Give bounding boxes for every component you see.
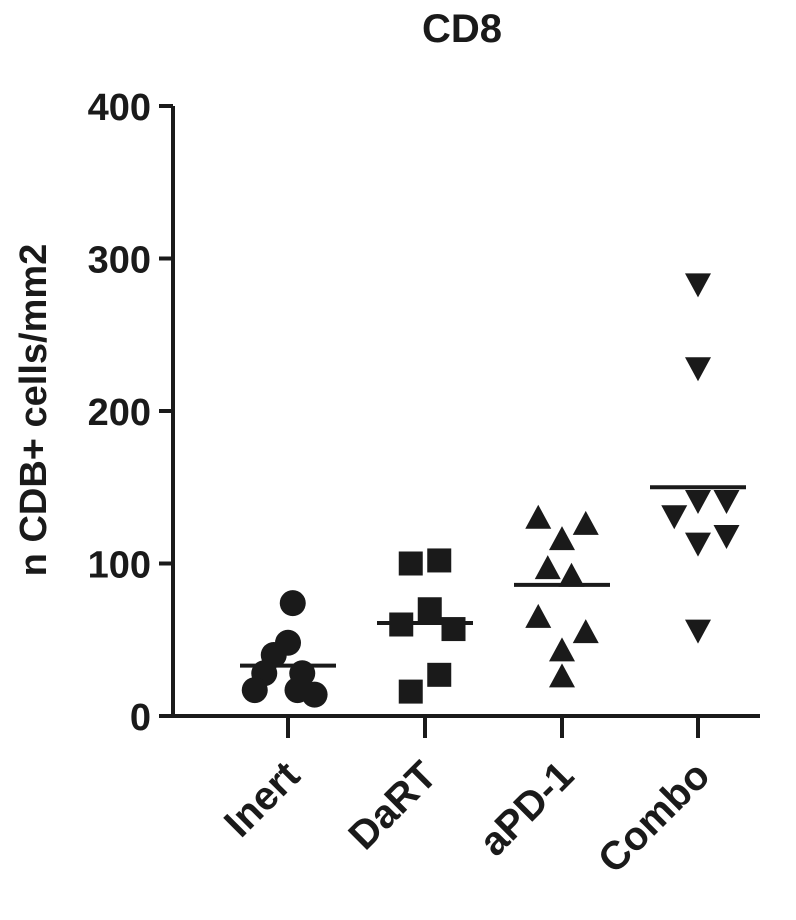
y-tick-label: 200 (88, 392, 151, 434)
x-tick-label: DaRT (340, 753, 445, 858)
data-point-combo (685, 273, 711, 298)
data-point-apd-1 (549, 637, 575, 662)
data-point-combo (685, 357, 711, 382)
data-point-dart (398, 551, 423, 576)
y-axis-label: n CDB+ cells/mm2 (13, 244, 55, 577)
mean-lines (240, 485, 746, 668)
x-ticks: Inert DaRT aPD-1 Combo (216, 716, 718, 882)
data-point-apd-1 (549, 663, 575, 688)
data-point-inert (279, 590, 306, 617)
data-point-combo (685, 532, 711, 557)
data-point-combo (685, 619, 711, 644)
y-tick-label: 300 (88, 240, 151, 282)
data-point-combo (685, 489, 711, 514)
data-point-apd-1 (572, 510, 599, 535)
data-point-apd-1 (525, 504, 552, 529)
data-point-combo (661, 505, 688, 530)
y-ticks: 0 100 200 300 400 (88, 87, 173, 739)
y-tick-label: 100 (88, 545, 151, 587)
chart-title: CD8 (422, 7, 502, 51)
data-point-inert (301, 681, 328, 708)
data-point-combo (713, 489, 740, 514)
data-point-apd-1 (525, 603, 552, 628)
data-points (241, 273, 740, 708)
data-point-dart (417, 597, 442, 622)
data-point-dart (398, 679, 423, 704)
data-point-combo (713, 525, 740, 550)
data-point-apd-1 (558, 562, 585, 587)
y-tick-label: 400 (88, 87, 151, 129)
data-point-dart (427, 548, 452, 573)
y-tick-label: 0 (130, 697, 151, 739)
data-point-dart (441, 617, 466, 642)
data-point-dart (427, 662, 452, 687)
data-point-apd-1 (534, 555, 561, 580)
data-point-apd-1 (572, 619, 599, 644)
data-point-apd-1 (549, 526, 575, 551)
x-tick-label: aPD-1 (471, 753, 582, 864)
x-tick-label: Inert (216, 753, 308, 845)
x-tick-label: Combo (590, 753, 719, 882)
data-point-inert (241, 677, 268, 704)
